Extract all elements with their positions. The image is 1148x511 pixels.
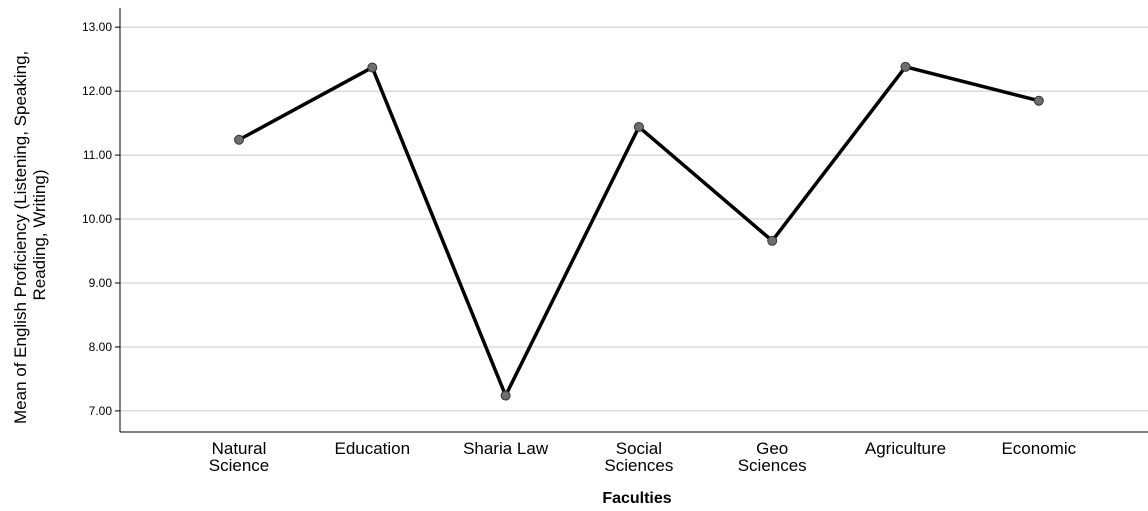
y-tick-label: 9.00 <box>89 276 113 290</box>
x-category-label: Natural Science <box>209 439 269 475</box>
y-tick-label: 12.00 <box>82 84 112 98</box>
y-tick-label: 7.00 <box>89 404 113 418</box>
gridlines <box>115 26 1148 412</box>
y-tick-label: 8.00 <box>89 340 113 354</box>
series-english-proficiency <box>234 61 1044 401</box>
x-category-label: Sharia Law <box>463 439 549 458</box>
x-category-label: Economic <box>1001 439 1076 458</box>
x-category-label: Geo Sciences <box>738 439 807 475</box>
y-tick-label: 11.00 <box>83 148 112 162</box>
data-point <box>1033 95 1044 106</box>
x-category-label: Social Sciences <box>604 439 673 475</box>
data-point <box>900 61 911 72</box>
x-category-label: Agriculture <box>865 439 946 458</box>
data-point <box>633 121 644 132</box>
data-point <box>234 134 244 145</box>
x-axis-title: Faculties <box>602 490 671 506</box>
y-tick-label: 13.00 <box>82 20 112 34</box>
x-category-label: Education <box>334 439 410 458</box>
series-line <box>238 65 1040 398</box>
y-tick-label: 10.00 <box>82 212 112 226</box>
axes <box>119 8 1148 433</box>
y-axis-title-line-1: Mean of English Proficiency (Listening, … <box>11 51 30 424</box>
y-axis-title: Mean of English Proficiency (Listening, … <box>11 46 49 424</box>
x-category-labels: Natural Science Education Sharia Law Social S… <box>209 439 1077 475</box>
y-axis-title-line-2: Reading, Writing) <box>30 169 49 300</box>
data-point <box>767 235 778 246</box>
data-point <box>500 390 511 401</box>
data-point <box>367 62 378 73</box>
y-tick-labels: 7.00 8.00 9.00 10.00 11.00 12.00 13.00 <box>82 20 112 418</box>
